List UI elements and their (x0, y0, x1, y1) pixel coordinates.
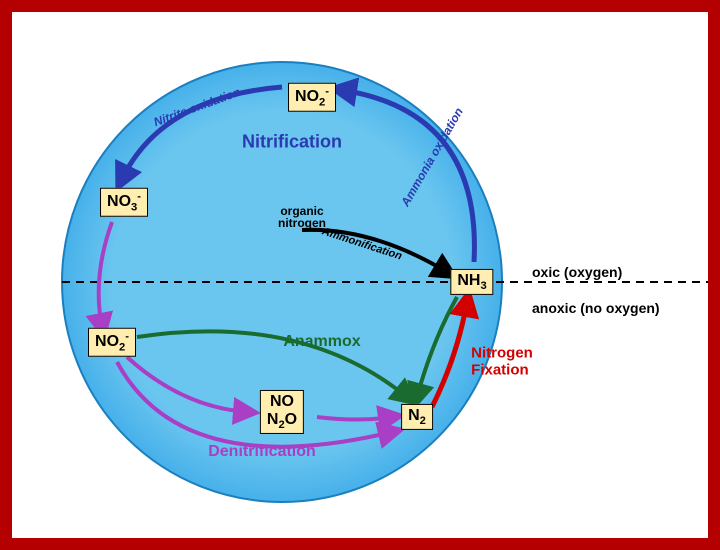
node-n2: N2 (401, 404, 433, 430)
canvas: NO2- NO3- NH3 NO2- NON2O N2 Nitrificatio… (12, 12, 708, 538)
label-denitrification: Denitrification (208, 443, 316, 461)
diagram-frame: NO2- NO3- NH3 NO2- NON2O N2 Nitrificatio… (0, 0, 720, 550)
label-anoxic: anoxic (no oxygen) (532, 300, 660, 316)
label-oxic: oxic (oxygen) (532, 264, 622, 280)
node-nh3: NH3 (450, 269, 493, 295)
label-organic-nitrogen: organicnitrogen (278, 205, 326, 229)
node-no-n2o: NON2O (260, 390, 304, 434)
label-anammox: Anammox (283, 333, 360, 351)
label-nitrogen-fixation: NitrogenFixation (471, 346, 533, 379)
label-nitrification: Nitrification (242, 132, 342, 153)
cycle-circle (62, 62, 502, 502)
node-no2-bottom: NO2- (88, 328, 136, 357)
node-no3: NO3- (100, 188, 148, 217)
node-no2-top: NO2- (288, 83, 336, 112)
